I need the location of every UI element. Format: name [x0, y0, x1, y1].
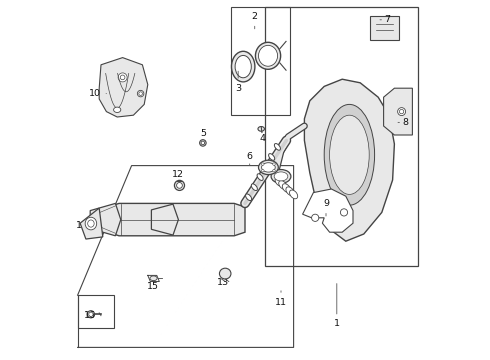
- Ellipse shape: [312, 214, 319, 221]
- Ellipse shape: [262, 163, 275, 172]
- Text: 5: 5: [200, 129, 207, 144]
- Polygon shape: [384, 88, 413, 135]
- Ellipse shape: [258, 126, 265, 131]
- Ellipse shape: [269, 154, 275, 160]
- Ellipse shape: [176, 183, 182, 188]
- Ellipse shape: [88, 220, 94, 227]
- Ellipse shape: [330, 115, 369, 194]
- Polygon shape: [108, 203, 245, 236]
- Ellipse shape: [245, 194, 252, 201]
- Ellipse shape: [87, 311, 95, 318]
- Ellipse shape: [263, 164, 269, 170]
- Ellipse shape: [279, 181, 287, 189]
- Ellipse shape: [286, 187, 294, 195]
- Text: 8: 8: [398, 118, 408, 127]
- Text: 7: 7: [380, 15, 390, 24]
- Ellipse shape: [150, 276, 157, 281]
- Polygon shape: [304, 79, 394, 241]
- Text: 12: 12: [172, 170, 184, 184]
- Ellipse shape: [199, 140, 206, 146]
- Ellipse shape: [341, 209, 347, 216]
- Ellipse shape: [282, 184, 291, 193]
- Ellipse shape: [274, 144, 280, 150]
- Ellipse shape: [271, 170, 291, 183]
- Ellipse shape: [120, 75, 125, 80]
- Text: 9: 9: [323, 199, 329, 216]
- Text: 14: 14: [76, 220, 88, 230]
- Ellipse shape: [201, 141, 205, 145]
- Ellipse shape: [114, 107, 121, 112]
- Ellipse shape: [262, 163, 264, 165]
- Ellipse shape: [273, 170, 275, 172]
- Bar: [231, 7, 290, 115]
- Ellipse shape: [174, 180, 185, 190]
- Polygon shape: [90, 203, 121, 236]
- Text: 6: 6: [246, 152, 253, 166]
- Text: 4: 4: [259, 128, 265, 143]
- Ellipse shape: [231, 51, 255, 82]
- Polygon shape: [303, 189, 353, 232]
- Ellipse shape: [399, 109, 404, 114]
- Ellipse shape: [262, 170, 264, 172]
- Bar: [77, 295, 114, 328]
- Ellipse shape: [255, 42, 281, 69]
- Ellipse shape: [118, 73, 127, 82]
- Ellipse shape: [89, 312, 93, 316]
- Text: 11: 11: [275, 291, 287, 307]
- Text: 2: 2: [252, 12, 258, 29]
- Bar: [265, 7, 418, 266]
- Text: 13: 13: [218, 272, 229, 287]
- Polygon shape: [99, 58, 148, 117]
- Ellipse shape: [398, 108, 406, 116]
- Text: 15: 15: [147, 277, 159, 291]
- Polygon shape: [80, 208, 103, 239]
- Text: 3: 3: [235, 71, 241, 93]
- Ellipse shape: [235, 55, 251, 78]
- Ellipse shape: [259, 160, 278, 175]
- Ellipse shape: [290, 190, 298, 199]
- Text: 10: 10: [89, 89, 106, 98]
- Ellipse shape: [137, 90, 144, 97]
- Ellipse shape: [257, 174, 263, 180]
- Ellipse shape: [273, 163, 275, 165]
- Ellipse shape: [324, 104, 374, 205]
- Ellipse shape: [220, 268, 231, 279]
- Ellipse shape: [275, 177, 283, 186]
- Ellipse shape: [259, 45, 277, 66]
- Polygon shape: [151, 204, 178, 235]
- Text: 1: 1: [334, 284, 340, 328]
- Ellipse shape: [139, 92, 143, 95]
- Ellipse shape: [274, 172, 288, 181]
- Polygon shape: [370, 16, 399, 40]
- Ellipse shape: [251, 184, 257, 190]
- Ellipse shape: [85, 217, 97, 230]
- Text: 16: 16: [83, 310, 96, 320]
